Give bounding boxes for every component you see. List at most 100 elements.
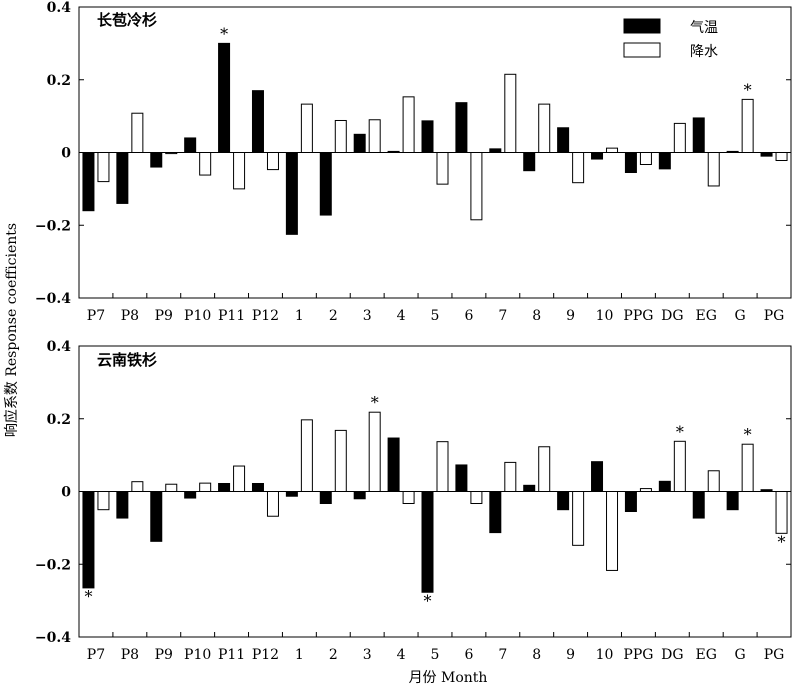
bar-temperature-EG <box>692 491 705 519</box>
significance-star: * <box>424 591 432 610</box>
bar-precipitation-3 <box>368 119 381 153</box>
bar-temperature-P10 <box>184 491 197 499</box>
x-tick-label: 8 <box>532 308 541 324</box>
x-tick-label: 2 <box>329 647 338 663</box>
significance-star: * <box>744 425 752 444</box>
bar-temperature-9 <box>557 491 570 511</box>
bar-precipitation-8 <box>538 446 551 493</box>
bar-temperature-5 <box>421 120 434 154</box>
x-tick-label: DG <box>661 647 683 663</box>
bar-temperature-PG <box>760 152 773 157</box>
bar-precipitation-9 <box>572 152 585 184</box>
bar-temperature-DG <box>658 480 671 493</box>
bar-temperature-3 <box>353 133 366 153</box>
x-tick-label: P8 <box>121 308 139 324</box>
bar-precipitation-PPG <box>639 152 652 166</box>
x-tick-label: 2 <box>329 308 338 324</box>
bar-temperature-G <box>726 491 739 511</box>
bar-temperature-4 <box>387 437 400 492</box>
bar-temperature-EG <box>692 117 705 153</box>
x-tick-label: P11 <box>218 647 245 663</box>
bar-temperature-2 <box>319 491 332 505</box>
bar-precipitation-6 <box>470 152 483 221</box>
x-tick-label: 4 <box>397 308 406 324</box>
x-tick-label: P10 <box>184 308 211 324</box>
bar-precipitation-P9 <box>165 483 178 493</box>
bar-precipitation-P8 <box>131 112 144 153</box>
bar-precipitation-3 <box>368 411 381 493</box>
bar-temperature-P12 <box>251 482 264 492</box>
x-tick-label: 3 <box>363 308 372 324</box>
x-tick-label: 9 <box>566 308 575 324</box>
significance-star: * <box>220 24 228 43</box>
bar-temperature-1 <box>285 491 298 497</box>
x-tick-label: 3 <box>363 647 372 663</box>
bar-precipitation-8 <box>538 103 551 153</box>
x-tick-label: 5 <box>431 308 440 324</box>
x-tick-label: PG <box>764 308 785 324</box>
x-tick-label: DG <box>661 308 683 324</box>
bar-temperature-P11 <box>218 482 231 492</box>
bar-temperature-P8 <box>116 152 129 204</box>
x-tick-label: 10 <box>596 308 614 324</box>
x-tick-label: 10 <box>596 647 614 663</box>
x-tick-label: P9 <box>155 308 173 324</box>
bar-precipitation-10 <box>606 147 619 153</box>
x-tick-label: 5 <box>431 647 440 663</box>
x-tick-label: PG <box>764 647 785 663</box>
bar-precipitation-10 <box>606 491 619 571</box>
x-tick-label: P7 <box>87 308 105 324</box>
bar-temperature-PG <box>760 489 773 492</box>
x-axis-label: 月份 Month <box>409 670 488 686</box>
bar-precipitation-P10 <box>199 152 212 176</box>
x-tick-label: 6 <box>464 308 473 324</box>
bar-precipitation-P8 <box>131 481 144 492</box>
legend-swatch-temperature <box>623 18 661 34</box>
y-tick-label: −0.2 <box>35 557 71 573</box>
y-tick-label: 0.4 <box>47 0 72 16</box>
significance-star: * <box>371 393 379 412</box>
x-tick-label: PPG <box>623 308 653 324</box>
bar-precipitation-P11 <box>233 152 246 190</box>
bar-precipitation-4 <box>402 491 415 505</box>
y-tick-label: 0.2 <box>47 412 71 428</box>
bar-precipitation-P12 <box>266 491 279 517</box>
bar-temperature-P10 <box>184 137 197 153</box>
x-tick-label: G <box>735 647 746 663</box>
legend: 气温 降水 <box>623 18 718 60</box>
bar-temperature-P11 <box>218 42 231 153</box>
bar-temperature-9 <box>557 127 570 153</box>
bar-precipitation-2 <box>334 119 347 153</box>
bar-temperature-8 <box>523 484 536 493</box>
x-tick-label: P9 <box>155 647 173 663</box>
x-tick-label: P10 <box>184 647 211 663</box>
bar-precipitation-P7 <box>97 152 110 183</box>
bar-precipitation-4 <box>402 96 415 154</box>
x-tick-label: G <box>735 308 746 324</box>
bar-precipitation-P7 <box>97 491 110 511</box>
bar-precipitation-PG <box>775 491 788 534</box>
bar-temperature-P7 <box>82 152 95 212</box>
x-tick-label: EG <box>696 308 717 324</box>
bar-precipitation-DG <box>673 122 686 154</box>
x-tick-label: P11 <box>218 308 245 324</box>
x-tick-label: 6 <box>464 647 473 663</box>
panel-tsuga-dumosa: 云南铁杉 −0.4 −0.2 0 0.2 0.4 P7 * P8 P9 P10 P11 P12 1 2 3 *… <box>35 339 792 663</box>
bar-temperature-PPG <box>624 152 637 174</box>
bar-temperature-3 <box>353 491 366 500</box>
bar-precipitation-P9 <box>165 152 178 155</box>
x-tick-label: 8 <box>532 647 541 663</box>
y-tick-label: 0 <box>61 485 71 501</box>
y-tick-label: 0 <box>61 146 71 162</box>
y-tick-label: 0.4 <box>47 339 72 355</box>
x-tick-label: EG <box>696 647 717 663</box>
bar-temperature-2 <box>319 152 332 216</box>
bar-temperature-PPG <box>624 491 637 513</box>
bar-temperature-P7 <box>82 491 95 589</box>
bar-precipitation-9 <box>572 491 585 546</box>
bar-precipitation-6 <box>470 491 483 505</box>
panel-abies-georgei: 长苞冷杉 −0.4 −0.2 0 0.2 0.4 P7 P8 P9 P10 P11 * P12 1 2 3 4… <box>35 0 792 324</box>
bar-precipitation-EG <box>707 470 720 492</box>
bar-precipitation-P11 <box>233 465 246 493</box>
